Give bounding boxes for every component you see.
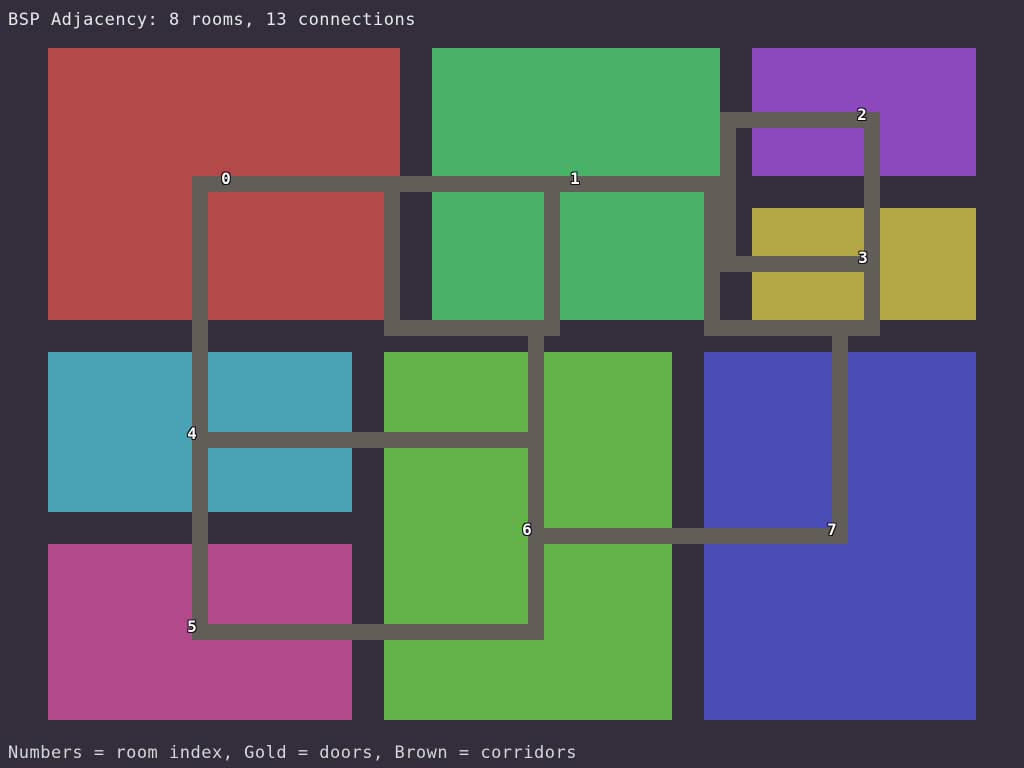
- corridor-segment-5: [528, 320, 544, 640]
- room-label-0: 0: [221, 169, 231, 188]
- corridor-segment-13: [720, 112, 880, 128]
- room-label-7: 7: [827, 520, 837, 539]
- room-label-5: 5: [187, 617, 197, 636]
- corridor-segment-7: [192, 624, 544, 640]
- room-label-3: 3: [858, 248, 868, 267]
- room-label-2: 2: [857, 105, 867, 124]
- corridor-segment-4: [544, 176, 560, 336]
- corridor-segment-1: [192, 176, 208, 640]
- corridor-segment-9: [832, 336, 848, 544]
- room-label-6: 6: [522, 520, 532, 539]
- corridor-segment-0: [192, 176, 736, 192]
- corridor-segment-6: [192, 432, 544, 448]
- corridor-segment-2: [384, 176, 400, 336]
- page-title: BSP Adjacency: 8 rooms, 13 connections: [8, 10, 416, 30]
- corridor-segment-8: [528, 528, 848, 544]
- room-label-4: 4: [187, 424, 197, 443]
- room-label-1: 1: [570, 169, 580, 188]
- corridor-segment-15: [864, 112, 880, 336]
- corridor-segment-14: [704, 256, 880, 272]
- corridor-segment-10: [704, 320, 880, 336]
- corridor-segment-3: [384, 320, 560, 336]
- corridor-segment-12: [720, 112, 736, 272]
- legend-text: Numbers = room index, Gold = doors, Brow…: [8, 743, 577, 763]
